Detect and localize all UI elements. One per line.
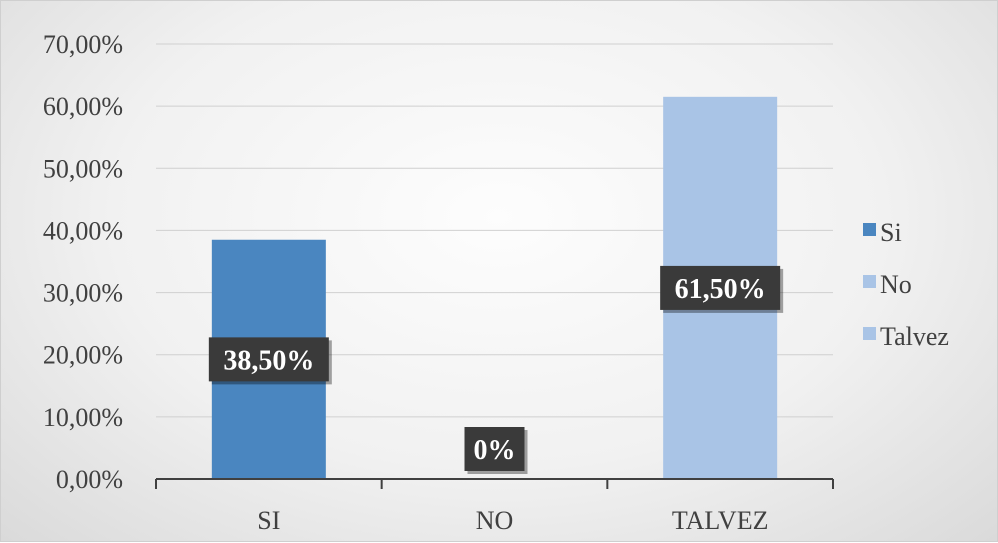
data-label-box — [660, 265, 781, 310]
legend-swatch — [863, 275, 876, 288]
legend-item-talvez: Talvez — [863, 322, 949, 351]
legend: Si No Talvez — [863, 218, 949, 351]
y-tick-label: 10,00% — [43, 403, 123, 432]
axes: 0,00% 10,00% 20,00% 30,00% 40,00% 50,00% 60,00… — [43, 30, 834, 535]
data-label-talvez: 61,50% — [660, 265, 784, 313]
y-tick-label: 70,00% — [43, 30, 123, 59]
y-tick-label: 0,00% — [56, 465, 123, 494]
data-label-no: 0% — [464, 427, 528, 474]
legend-label: No — [880, 270, 912, 299]
legend-swatch — [863, 223, 876, 236]
data-labels: 38,50% 0% 61,50% — [208, 265, 784, 474]
data-label-text: 38,50% — [223, 345, 314, 376]
x-category-label: TALVEZ — [672, 506, 769, 535]
legend-item-no: No — [863, 270, 912, 299]
legend-swatch — [863, 327, 876, 340]
y-tick-label: 30,00% — [43, 279, 123, 308]
y-tick-label: 40,00% — [43, 216, 123, 245]
data-label-box — [208, 337, 329, 382]
y-tick-label: 50,00% — [43, 154, 123, 183]
y-tick-label: 20,00% — [43, 341, 123, 370]
legend-item-si: Si — [863, 218, 902, 247]
data-label-box — [464, 427, 525, 471]
legend-label: Si — [880, 218, 902, 247]
y-tick-label: 60,00% — [43, 92, 123, 121]
data-label-text: 61,50% — [675, 274, 766, 305]
x-category-label: SI — [257, 506, 280, 535]
x-category-label: NO — [476, 506, 514, 535]
data-label-si: 38,50% — [208, 337, 332, 385]
legend-label: Talvez — [880, 322, 949, 351]
data-label-text: 0% — [474, 435, 516, 466]
